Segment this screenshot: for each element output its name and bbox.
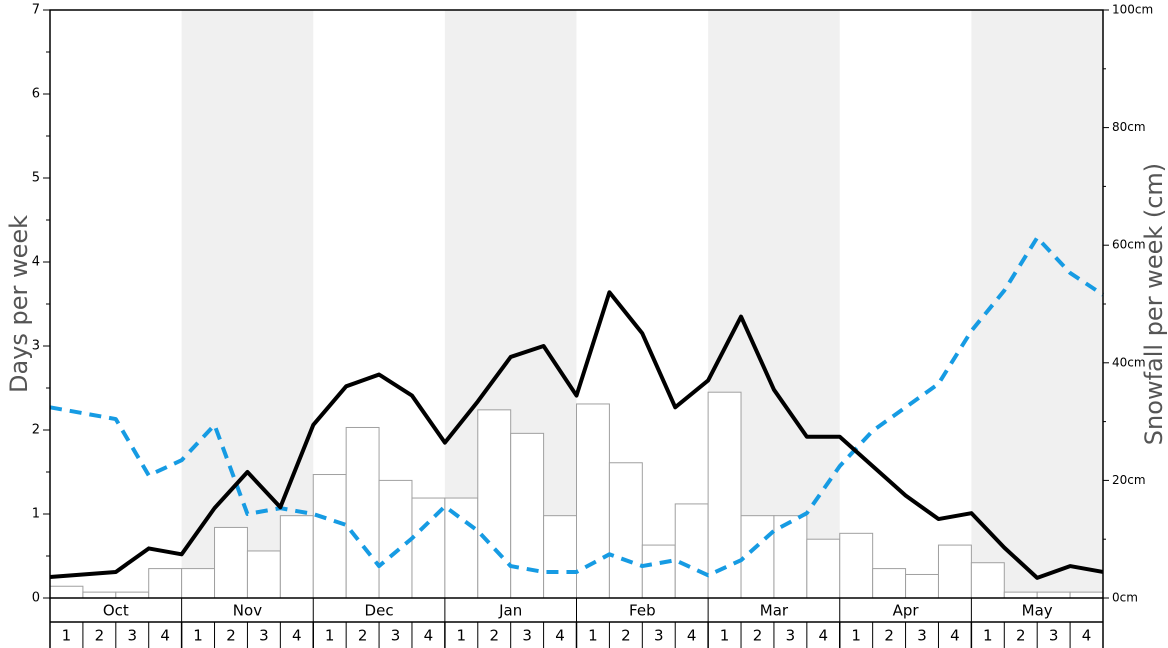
snowfall-bar (937, 544, 972, 599)
right-tick-label: 20cm (1112, 473, 1146, 487)
week-label: 3 (127, 627, 137, 645)
week-row: 1 2 3 4 1 2 3 4 1 2 3 4 1 2 3 4 1 2 3 4 1 2 3 4 1 2 3 4 1 2 3 4 (49, 622, 1104, 648)
snowfall-bar (543, 515, 577, 599)
left-axis: 0 1 2 3 4 5 6 7 (32, 3, 50, 606)
right-tick-label: 100cm (1112, 3, 1153, 17)
snowfall-bar (740, 515, 775, 599)
week-label: 2 (489, 627, 499, 645)
month-label: May (1022, 602, 1053, 620)
week-label: 1 (983, 627, 993, 645)
snowfall-bar (839, 532, 874, 599)
snowfall-bar (378, 479, 413, 599)
week-label: 3 (522, 627, 532, 645)
week-label: 2 (621, 627, 631, 645)
snowfall-bar (345, 426, 380, 599)
month-row: Oct Nov Dec Jan Feb Mar Apr May (49, 598, 1104, 623)
left-tick-label: 5 (32, 171, 40, 186)
snowfall-bar (608, 462, 643, 599)
week-label: 4 (1082, 627, 1092, 645)
week-label: 3 (654, 627, 664, 645)
right-tick-label: 60cm (1112, 238, 1146, 252)
left-tick-label: 1 (32, 507, 40, 522)
month-label: Mar (760, 602, 789, 620)
week-label: 2 (95, 627, 105, 645)
snowfall-bar (510, 432, 545, 599)
week-label: 4 (950, 627, 960, 645)
snowfall-bars (49, 391, 1104, 599)
week-label: 3 (391, 627, 401, 645)
month-band (181, 10, 314, 598)
snowfall-bar (641, 544, 676, 599)
solid-series-line (49, 290, 1104, 580)
month-label: Oct (103, 602, 129, 620)
month-label: Apr (893, 602, 920, 620)
snowfall-bar (181, 568, 216, 599)
snowfall-bar (444, 497, 479, 599)
snowfall-bar (477, 409, 512, 599)
right-tick-label: 40cm (1112, 355, 1146, 369)
snowfall-bar (279, 515, 314, 599)
week-label: 1 (588, 627, 598, 645)
right-tick-label: 80cm (1112, 120, 1146, 134)
snowfall-bar (411, 497, 446, 599)
week-label: 4 (424, 627, 434, 645)
week-label: 2 (884, 627, 894, 645)
right-tick-label: 0cm (1112, 591, 1138, 605)
left-axis-title: Days per week (5, 215, 33, 393)
week-label: 4 (160, 627, 170, 645)
week-label: 4 (555, 627, 565, 645)
snowfall-bar (970, 562, 1005, 599)
week-label: 4 (819, 627, 829, 645)
week-label: 2 (358, 627, 368, 645)
right-axis: 0cm 20cm 40cm 60cm 80cm 100cm (1103, 3, 1153, 605)
right-axis-title: Snowfall per week (cm) (1140, 163, 1168, 445)
snowfall-bar (773, 515, 808, 599)
week-label: 1 (325, 627, 335, 645)
dashed-series-line (49, 235, 1105, 578)
snowfall-bar (806, 538, 841, 599)
day-lines (49, 235, 1105, 580)
left-tick-label: 3 (32, 339, 40, 354)
month-label: Nov (233, 602, 262, 620)
snowfall-bar (1069, 591, 1104, 599)
month-label: Jan (498, 602, 522, 620)
week-label: 4 (687, 627, 697, 645)
snowfall-bar (905, 573, 939, 599)
week-label: 1 (457, 627, 467, 645)
snowfall-bar (82, 591, 117, 599)
week-label: 1 (193, 627, 203, 645)
snowfall-bar (115, 591, 150, 599)
week-label: 2 (753, 627, 763, 645)
month-bands (181, 10, 1103, 598)
week-label: 3 (259, 627, 269, 645)
left-tick-label: 0 (32, 591, 40, 606)
snowfall-bar (1003, 591, 1038, 599)
week-label: 1 (851, 627, 861, 645)
left-tick-label: 2 (32, 423, 40, 438)
week-label: 3 (1049, 627, 1059, 645)
snowfall-bar (872, 568, 907, 599)
week-label: 2 (1016, 627, 1026, 645)
month-band (971, 10, 1103, 598)
left-tick-label: 4 (32, 255, 40, 270)
snowfall-bar (674, 503, 709, 599)
snowfall-bar (246, 550, 281, 599)
left-tick-label: 7 (32, 3, 40, 18)
week-label: 3 (786, 627, 796, 645)
week-label: 2 (226, 627, 236, 645)
week-label: 3 (917, 627, 927, 645)
snowfall-bar (49, 585, 84, 599)
week-label: 1 (720, 627, 730, 645)
snowfall-bar (1036, 591, 1071, 599)
snowfall-bar (312, 474, 347, 599)
month-label: Dec (365, 602, 394, 620)
snowfall-bar (576, 403, 610, 599)
snowfall-bar (148, 568, 183, 599)
snowfall-bar (214, 526, 248, 599)
month-label: Feb (629, 602, 656, 620)
left-tick-label: 6 (32, 87, 40, 102)
week-label: 1 (62, 627, 72, 645)
week-label: 4 (292, 627, 302, 645)
